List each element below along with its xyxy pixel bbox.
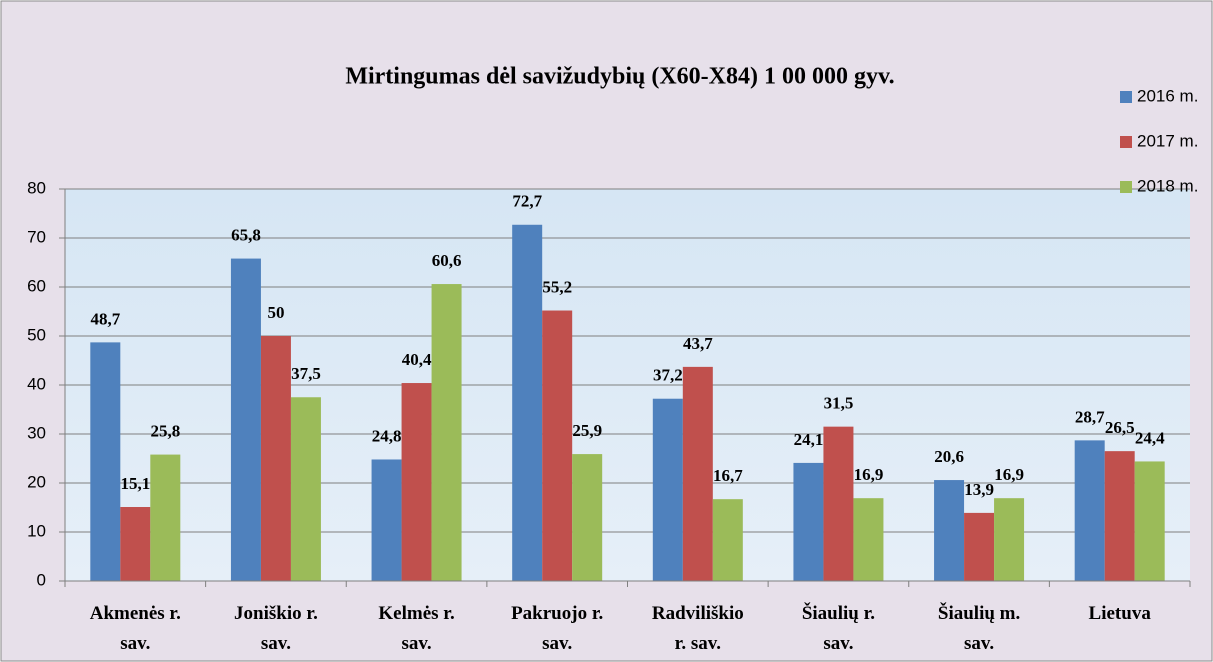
bar <box>572 454 603 581</box>
data-label: 16,9 <box>994 465 1024 484</box>
data-label: 37,5 <box>291 364 321 383</box>
x-tick-label: Pakruojo r. sav. <box>511 603 603 654</box>
bar <box>431 284 462 581</box>
bar <box>1104 451 1135 581</box>
y-tick-label: 80 <box>27 178 46 197</box>
y-tick-label: 20 <box>27 472 46 491</box>
bar <box>371 459 402 581</box>
x-tick-label: Šiaulių r. sav. <box>802 602 875 654</box>
x-tick-label: Akmenės r. sav. <box>90 603 181 654</box>
bar <box>1074 440 1105 581</box>
bar <box>793 462 824 581</box>
legend-label: 2016 m. <box>1137 86 1198 105</box>
chart-title: Mirtingumas dėl savižudybių (X60-X84) 1 … <box>345 64 894 90</box>
legend-label: 2018 m. <box>1137 176 1198 195</box>
bar <box>512 224 543 581</box>
data-label: 37,2 <box>653 366 683 385</box>
data-label: 50 <box>267 303 284 322</box>
bar <box>712 499 743 581</box>
data-label: 48,7 <box>90 309 120 328</box>
data-label: 24,1 <box>794 430 824 449</box>
legend-swatch <box>1120 91 1132 103</box>
data-label: 55,2 <box>542 277 572 296</box>
bar <box>150 454 181 581</box>
y-tick-label: 60 <box>27 276 46 295</box>
bar <box>652 398 683 581</box>
bar <box>260 336 291 581</box>
data-label: 15,1 <box>120 474 150 493</box>
bar <box>290 397 321 581</box>
data-label: 24,8 <box>372 426 402 445</box>
data-label: 60,6 <box>432 251 462 270</box>
data-label: 72,7 <box>512 192 542 211</box>
bar <box>230 258 261 581</box>
data-label: 25,8 <box>150 421 180 440</box>
legend-label: 2017 m. <box>1137 131 1198 150</box>
bar <box>1134 461 1165 581</box>
bar <box>994 498 1025 581</box>
y-tick-label: 40 <box>27 374 46 393</box>
data-label: 43,7 <box>683 334 713 353</box>
data-label: 40,4 <box>402 350 432 369</box>
bar <box>120 507 151 581</box>
legend-swatch <box>1120 181 1132 193</box>
bar <box>823 426 854 581</box>
x-tick-label: Radviliškio r. sav. <box>652 603 744 654</box>
bar <box>401 383 432 581</box>
data-label: 31,5 <box>824 394 854 413</box>
bar <box>964 512 995 581</box>
bar <box>853 498 884 581</box>
x-tick-label: Šiaulių m. sav. <box>938 602 1020 654</box>
y-tick-label: 10 <box>27 521 46 540</box>
bar <box>934 480 965 581</box>
y-tick-label: 30 <box>27 423 46 442</box>
data-label: 26,5 <box>1105 418 1135 437</box>
y-tick-label: 70 <box>27 227 46 246</box>
y-tick-label: 50 <box>27 325 46 344</box>
data-label: 25,9 <box>572 421 602 440</box>
bar <box>90 342 121 581</box>
data-label: 16,7 <box>713 466 743 485</box>
legend-swatch <box>1120 136 1132 148</box>
bar <box>542 310 573 581</box>
data-label: 28,7 <box>1075 407 1105 426</box>
data-label: 65,8 <box>231 225 261 244</box>
data-label: 13,9 <box>964 480 994 499</box>
y-tick-label: 0 <box>37 570 46 589</box>
data-label: 16,9 <box>854 465 884 484</box>
x-tick-label: Kelmės r. sav. <box>378 603 454 654</box>
data-label: 20,6 <box>934 447 964 466</box>
data-label: 24,4 <box>1135 428 1165 447</box>
x-tick-label: Joniškio r. sav. <box>234 603 318 654</box>
bar <box>682 366 713 581</box>
x-tick-label: Lietuva <box>1089 603 1152 624</box>
